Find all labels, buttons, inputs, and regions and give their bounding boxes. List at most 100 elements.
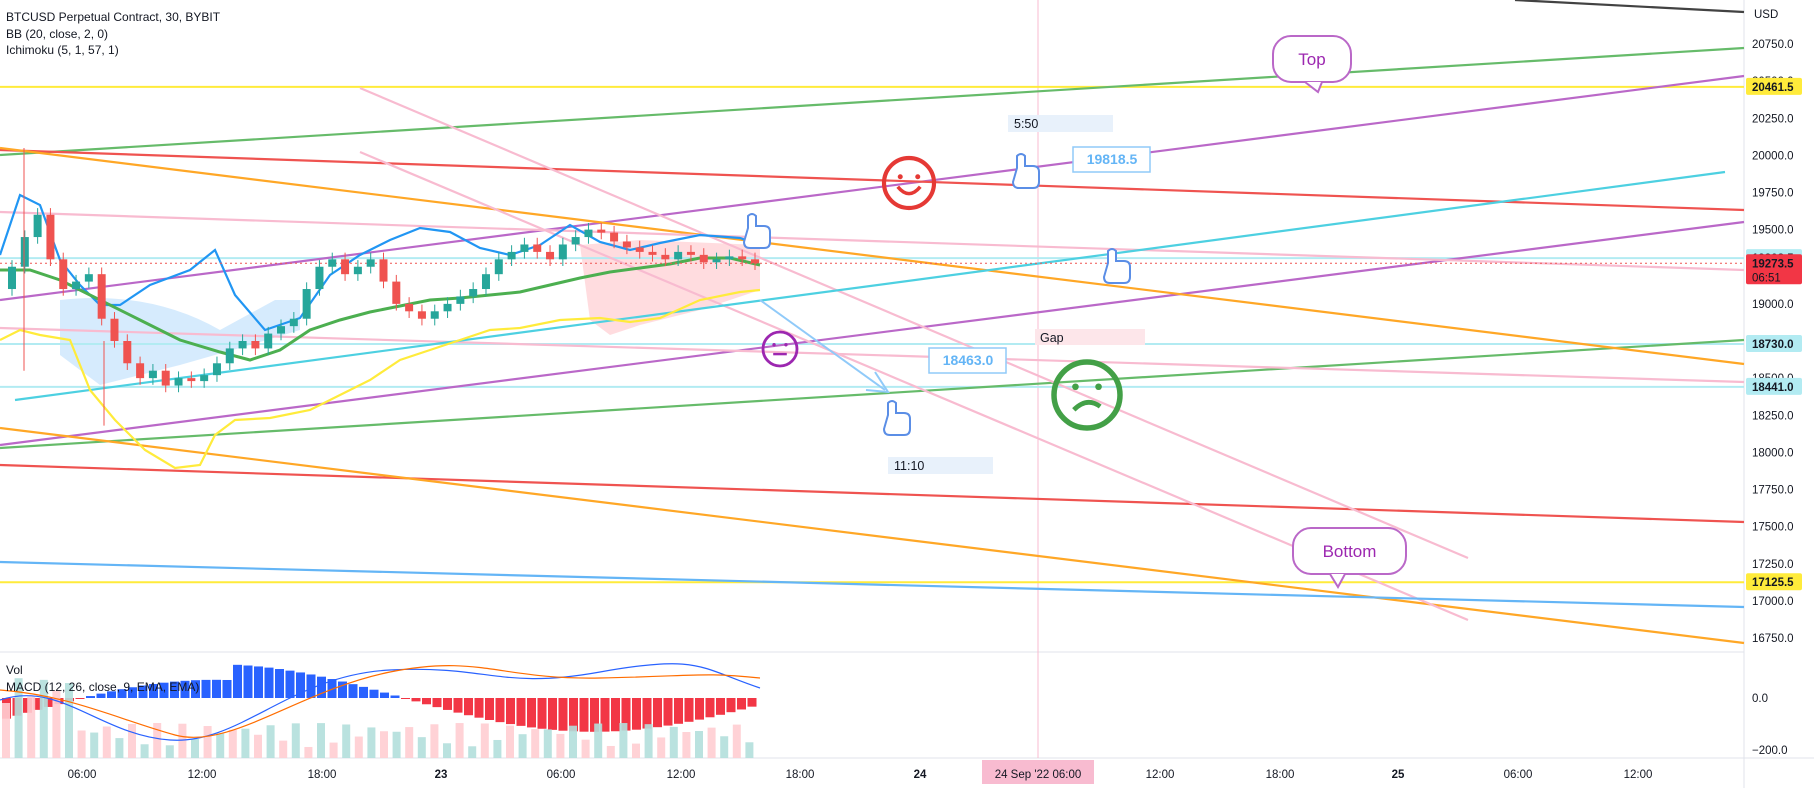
candle-body <box>225 348 234 364</box>
macd-histogram-bar <box>621 698 631 731</box>
vol-legend[interactable]: Vol <box>6 663 23 677</box>
trend-line-dark <box>1514 0 1745 14</box>
price-tick: 19500.0 <box>1752 225 1794 237</box>
volume-bar <box>178 723 187 758</box>
macd-histogram-bar <box>327 679 337 698</box>
trend-line-orange <box>0 426 1745 645</box>
volume-bar <box>39 679 48 758</box>
volume-bar <box>581 739 590 758</box>
gap-box <box>1035 329 1145 345</box>
macd-histogram-bar <box>243 665 253 698</box>
bb-legend[interactable]: BB (20, close, 2, 0) <box>6 27 109 41</box>
macd-histogram-bar <box>75 698 85 699</box>
volume-bar <box>594 723 603 758</box>
trend-line-orange <box>0 146 1745 366</box>
pointing-hand-icon <box>1102 248 1131 284</box>
macd-histogram-bar <box>285 670 295 698</box>
time-label-2: 11:10 <box>888 457 993 474</box>
price-tick: 19000.0 <box>1752 299 1794 311</box>
face-outline <box>881 155 937 211</box>
macd-histogram-bar <box>96 693 106 698</box>
volume-bar <box>405 727 414 758</box>
candle-body <box>187 378 196 382</box>
ichimoku-legend[interactable]: Ichimoku (5, 1, 57, 1) <box>6 43 119 57</box>
candle-body <box>328 259 337 267</box>
hand-shape <box>742 213 771 249</box>
time-tick: 18:00 <box>786 769 815 781</box>
macd-histogram-bar <box>296 672 305 698</box>
volume-bar <box>392 731 401 758</box>
volume-bar <box>241 728 250 758</box>
candle-body <box>584 229 593 238</box>
volume-bar <box>27 696 36 758</box>
neutral-face-icon <box>761 330 799 368</box>
candle-body <box>161 370 170 386</box>
top-callout: Top <box>1272 35 1352 94</box>
face-eye <box>897 174 903 180</box>
candle-body <box>366 259 375 267</box>
macd-histogram-bar <box>558 698 568 731</box>
candle-body <box>33 214 42 238</box>
candle-body <box>97 274 106 319</box>
volume-bar <box>480 723 489 758</box>
candle-body <box>405 303 414 312</box>
signal-line <box>0 665 761 738</box>
macd-histogram-bar <box>401 698 410 699</box>
time-tag-box <box>888 457 993 474</box>
ichimoku-lagging-line <box>0 288 761 470</box>
price-tick: 20750.0 <box>1752 39 1794 51</box>
macd-histogram-bar <box>579 698 589 732</box>
macd-histogram-bar <box>201 679 211 698</box>
candle-body <box>546 251 555 260</box>
bubble-tail <box>1304 81 1323 94</box>
symbol-legend[interactable]: BTCUSD Perpetual Contract, 30, BYBIT <box>6 10 221 24</box>
candle-body <box>648 251 657 255</box>
candle-body <box>417 311 426 319</box>
time-axis[interactable]: 06:00 12:00 18:00 23 06:00 12:00 18:00 24 06:00 1… <box>68 760 1653 784</box>
macd-histogram-bar <box>44 698 53 707</box>
macd-histogram-bar <box>569 698 578 732</box>
candle-body <box>738 256 747 260</box>
candle-body <box>315 266 324 290</box>
macd-histogram-bar <box>537 698 547 729</box>
macd-histogram-bar <box>348 684 358 698</box>
price-axis[interactable]: USD20750.020500.020250.020000.019750.019… <box>1746 9 1802 757</box>
crosshair-time-box <box>982 760 1094 784</box>
candles <box>8 147 759 426</box>
volume-bar <box>455 723 464 758</box>
bubble-box <box>1292 527 1407 575</box>
price-tick: 17000.0 <box>1752 596 1794 608</box>
candle-body <box>751 259 759 264</box>
drawings[interactable]: Top Bottom 19818.5 18463.0 5:50 11:10 Gap <box>742 35 1407 590</box>
macd-histogram-bar <box>390 695 400 698</box>
trend-line-pink <box>0 326 1745 384</box>
macd-histogram-bar <box>170 681 179 698</box>
price-tick: 17250.0 <box>1752 559 1794 571</box>
macd-histogram-bar <box>464 698 473 716</box>
macd-histogram-bar <box>684 698 694 722</box>
candle-body <box>571 237 580 245</box>
macd-histogram-bar <box>716 698 725 715</box>
price-tick: 19750.0 <box>1752 188 1794 200</box>
macd-histogram-bar <box>747 698 757 707</box>
candle-body <box>277 326 286 334</box>
candle-body <box>84 274 93 282</box>
time-tick: 25 <box>1392 769 1405 781</box>
gap-label: Gap <box>1035 329 1145 345</box>
candle-body <box>341 259 350 275</box>
time-tick: 12:00 <box>1624 769 1653 781</box>
macd-legend[interactable]: MACD (12, 26, close, 9, EMA, EMA) <box>6 680 200 694</box>
macd-histogram-bar <box>695 698 704 720</box>
price-badge <box>1746 77 1802 95</box>
volume-bar <box>506 725 514 758</box>
price-tick: 18250.0 <box>1752 410 1794 422</box>
macd-histogram-bar <box>212 679 221 698</box>
trend-lines[interactable] <box>0 0 1745 645</box>
candle-body <box>174 378 183 386</box>
macd-histogram-bar <box>275 669 284 698</box>
time-tag-box <box>1008 115 1113 132</box>
candle-body <box>289 318 298 327</box>
pointing-hand-icon <box>882 400 911 436</box>
face-eye <box>784 343 788 347</box>
